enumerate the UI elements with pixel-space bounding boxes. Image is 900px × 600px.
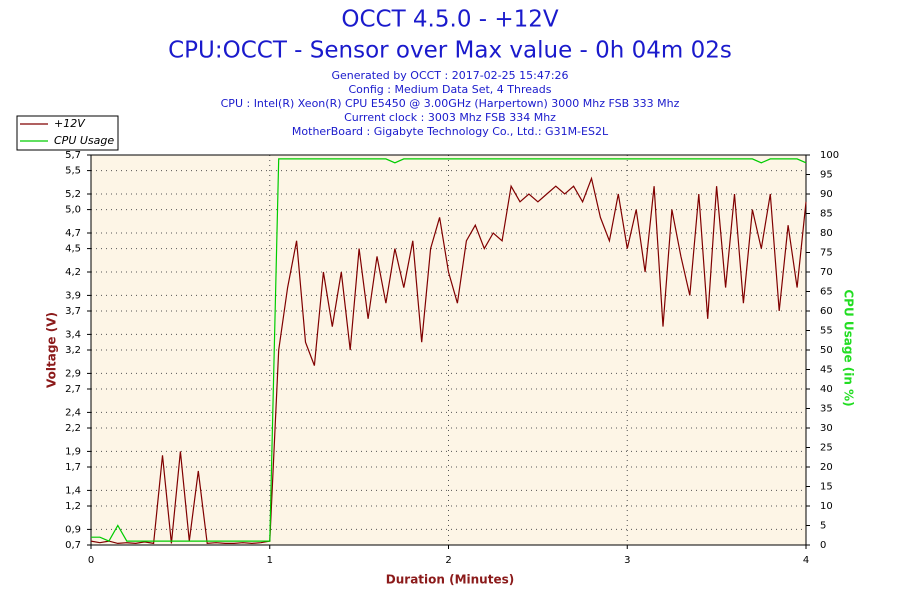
y2-axis-label: CPU Usage (in %) bbox=[842, 289, 856, 406]
x-tick-label: 4 bbox=[803, 555, 809, 566]
info-line: Generated by OCCT : 2017-02-25 15:47:26 bbox=[331, 69, 568, 82]
y-tick-label: 3,9 bbox=[65, 290, 81, 301]
y-tick-label: 4,7 bbox=[65, 228, 81, 239]
y-tick-label: 1,2 bbox=[65, 501, 81, 512]
info-line: Current clock : 3003 Mhz FSB 334 Mhz bbox=[344, 111, 556, 124]
x-tick-label: 3 bbox=[624, 555, 630, 566]
y2-tick-label: 100 bbox=[820, 150, 839, 161]
y2-tick-label: 15 bbox=[820, 482, 833, 493]
y2-tick-label: 40 bbox=[820, 384, 833, 395]
info-line: CPU : Intel(R) Xeon(R) CPU E5450 @ 3.00G… bbox=[221, 97, 680, 110]
y-tick-label: 5,0 bbox=[65, 205, 81, 216]
x-tick-label: 1 bbox=[267, 555, 273, 566]
y-tick-label: 3,4 bbox=[65, 329, 81, 340]
y2-tick-label: 0 bbox=[820, 540, 826, 551]
y-tick-label: 2,2 bbox=[65, 423, 81, 434]
y-tick-label: 2,7 bbox=[65, 384, 81, 395]
y-tick-label: 4,5 bbox=[65, 244, 81, 255]
x-tick-label: 0 bbox=[88, 555, 94, 566]
y2-tick-label: 65 bbox=[820, 287, 833, 298]
y-tick-label: 5,7 bbox=[65, 150, 81, 161]
y2-tick-label: 55 bbox=[820, 326, 833, 337]
y-axis-label: Voltage (V) bbox=[45, 312, 59, 388]
y-tick-label: 0,9 bbox=[65, 524, 81, 535]
y2-tick-label: 90 bbox=[820, 189, 833, 200]
legend-label: +12V bbox=[54, 117, 86, 130]
y2-tick-label: 60 bbox=[820, 306, 833, 317]
y2-tick-label: 10 bbox=[820, 501, 833, 512]
series-line bbox=[91, 158, 807, 542]
y2-tick-label: 75 bbox=[820, 248, 833, 259]
y-tick-label: 5,2 bbox=[65, 189, 81, 200]
y-tick-label: 2,9 bbox=[65, 368, 81, 379]
legend-box bbox=[16, 115, 119, 151]
y-tick-label: 2,4 bbox=[65, 407, 81, 418]
chart-title: OCCT 4.5.0 - +12V bbox=[341, 7, 559, 33]
y2-tick-label: 45 bbox=[820, 365, 833, 376]
series-line bbox=[90, 176, 807, 545]
legend-label: CPU Usage bbox=[54, 134, 114, 147]
y2-tick-label: 30 bbox=[820, 423, 833, 434]
y2-tick-label: 35 bbox=[820, 404, 833, 415]
y2-tick-label: 95 bbox=[820, 170, 833, 181]
plot-frame bbox=[90, 154, 807, 546]
y2-tick-label: 50 bbox=[820, 345, 833, 356]
y2-tick-label: 85 bbox=[820, 209, 833, 220]
y2-tick-label: 25 bbox=[820, 443, 833, 454]
y-tick-label: 3,7 bbox=[65, 306, 81, 317]
y-tick-label: 1,9 bbox=[65, 446, 81, 457]
y-tick-label: 0,7 bbox=[65, 540, 81, 551]
x-axis-label: Duration (Minutes) bbox=[386, 573, 514, 587]
chart-subtitle: CPU:OCCT - Sensor over Max value - 0h 04… bbox=[168, 38, 732, 64]
y2-tick-label: 5 bbox=[820, 521, 826, 532]
y2-tick-label: 70 bbox=[820, 267, 833, 278]
info-line: MotherBoard : Gigabyte Technology Co., L… bbox=[292, 125, 609, 138]
y2-tick-label: 20 bbox=[820, 462, 833, 473]
y-tick-label: 3,2 bbox=[65, 345, 81, 356]
y-tick-label: 5,5 bbox=[65, 166, 81, 177]
y-tick-label: 4,2 bbox=[65, 267, 81, 278]
y2-tick-label: 80 bbox=[820, 228, 833, 239]
x-tick-label: 2 bbox=[445, 555, 451, 566]
y-tick-label: 1,7 bbox=[65, 462, 81, 473]
y-tick-label: 1,4 bbox=[65, 485, 81, 496]
info-line: Config : Medium Data Set, 4 Threads bbox=[349, 83, 552, 96]
